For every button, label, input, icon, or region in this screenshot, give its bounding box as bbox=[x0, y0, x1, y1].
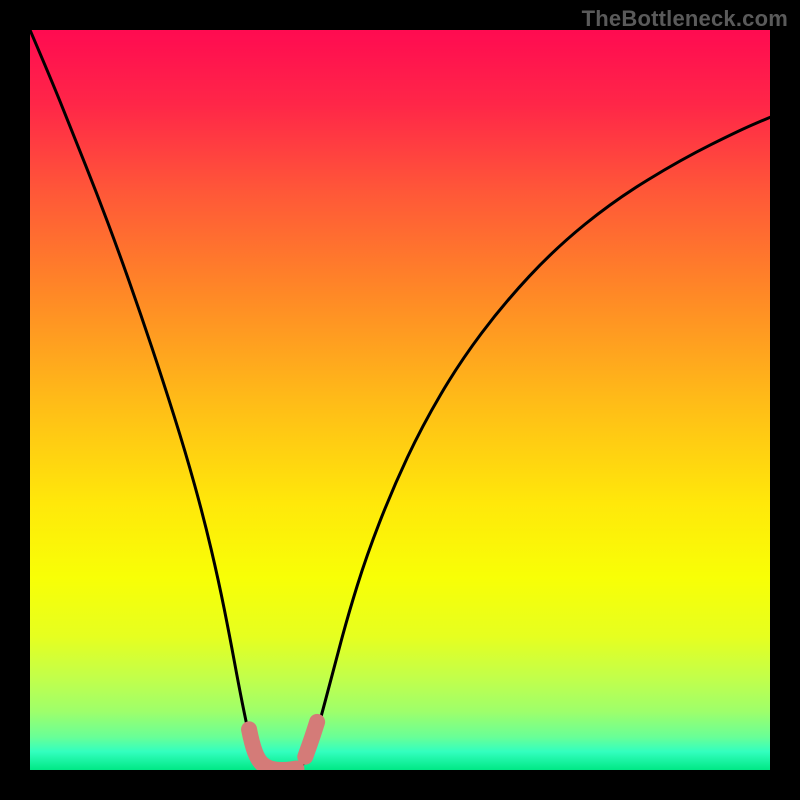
highlight-marker bbox=[249, 722, 317, 770]
marker-segment bbox=[249, 729, 296, 770]
plot-area bbox=[30, 30, 770, 770]
marker-segment bbox=[305, 722, 317, 757]
watermark-text: TheBottleneck.com bbox=[582, 6, 788, 32]
chart-frame: TheBottleneck.com bbox=[0, 0, 800, 800]
bottleneck-curve bbox=[30, 30, 770, 770]
curve-layer bbox=[30, 30, 770, 770]
